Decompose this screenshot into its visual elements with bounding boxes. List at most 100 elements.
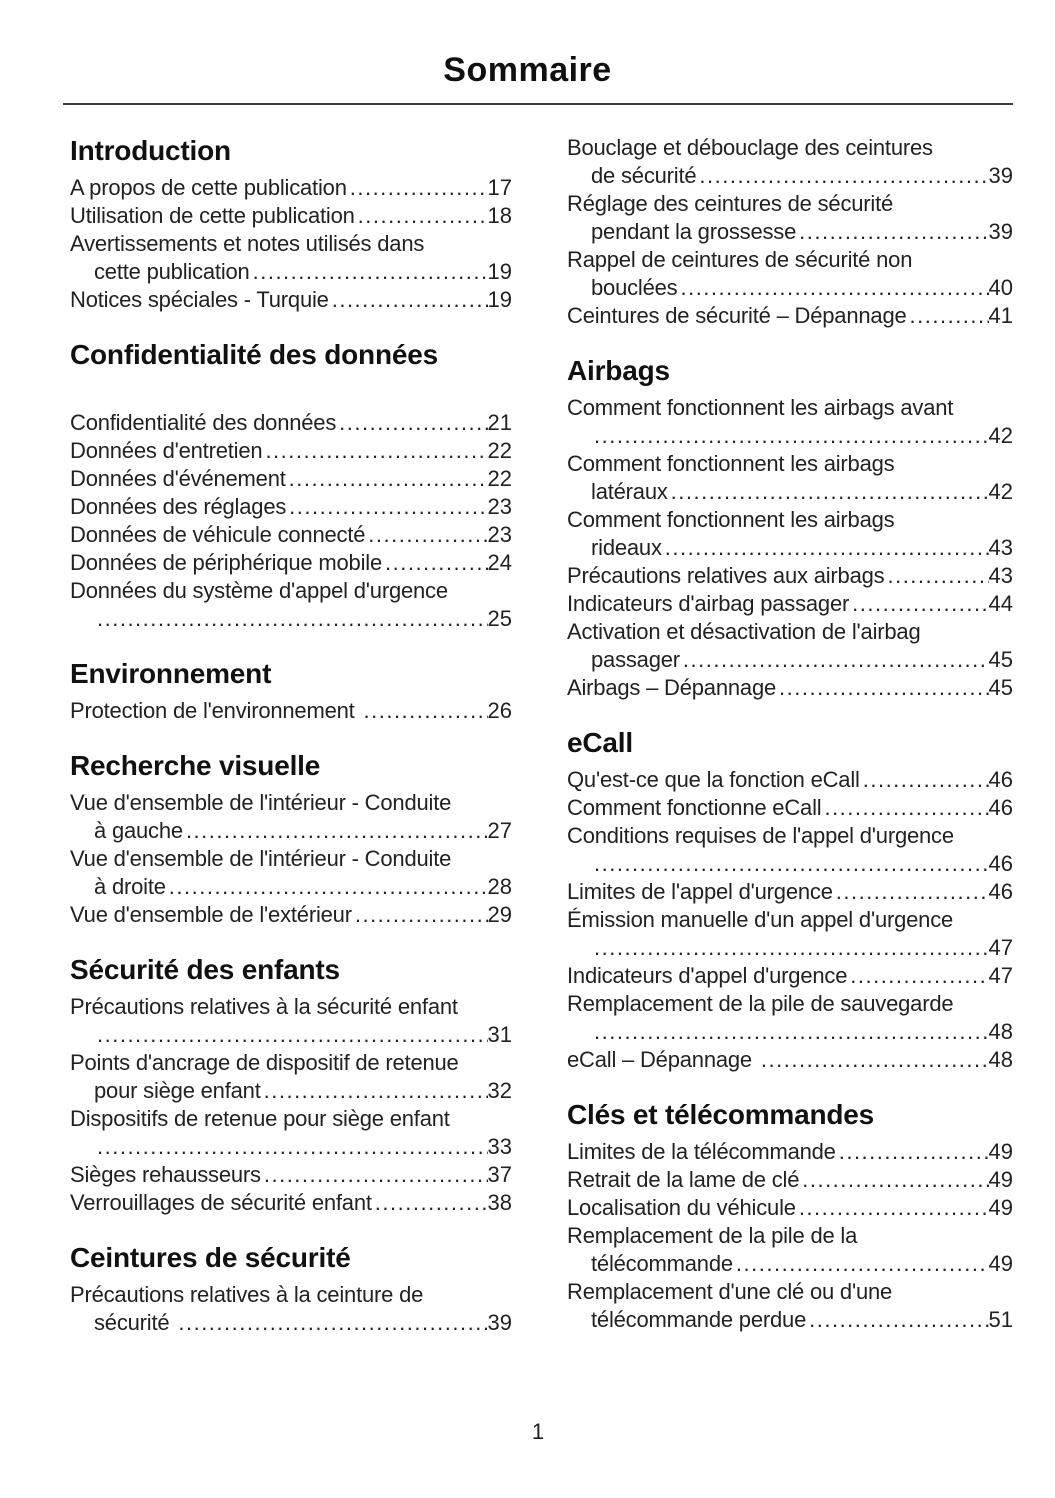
entry-page-number: 18 bbox=[487, 203, 512, 228]
toc-entry[interactable]: Données d'entretien 22 bbox=[70, 437, 512, 465]
entry-text: Verrouillages de sécurité enfant bbox=[70, 1190, 372, 1215]
entry-text: Réglage des ceintures de sécurité bbox=[567, 191, 894, 216]
entry-line: 42 bbox=[567, 422, 1013, 450]
entry-line: cette publication 19 bbox=[70, 258, 512, 286]
toc-entry[interactable]: Comment fonctionnent les airbags rideaux 4… bbox=[567, 506, 1013, 562]
entry-page-number: 33 bbox=[487, 1134, 512, 1159]
toc-entry[interactable]: Notices spéciales - Turquie 19 bbox=[70, 286, 512, 314]
toc-entry[interactable]: Activation et désactivation de l'airbag p… bbox=[567, 618, 1013, 674]
entry-text: Remplacement d'une clé ou d'une bbox=[567, 1279, 893, 1304]
entry-page-number: 29 bbox=[487, 902, 512, 927]
dot-leader bbox=[372, 1189, 488, 1217]
toc-entry[interactable]: Précautions relatives aux airbags 43 bbox=[567, 562, 1013, 590]
toc-entry[interactable]: Conditions requises de l'appel d'urgence… bbox=[567, 822, 1013, 878]
entry-page-number: 17 bbox=[487, 175, 512, 200]
entry-page-number: 47 bbox=[988, 935, 1013, 960]
toc-entry[interactable]: Avertissements et notes utilisés dans cet… bbox=[70, 230, 512, 286]
toc-section: Bouclage et débouclage des ceintures de s… bbox=[567, 134, 1013, 330]
entry-text: Données d'entretien bbox=[70, 438, 263, 463]
toc-entry[interactable]: Sièges rehausseurs 37 bbox=[70, 1161, 512, 1189]
entry-line: 25 bbox=[70, 605, 512, 633]
entry-page-number: 43 bbox=[988, 535, 1013, 560]
toc-column-right: Bouclage et débouclage des ceintures de s… bbox=[567, 134, 1013, 1337]
entry-page-number: 45 bbox=[988, 647, 1013, 672]
toc-entry[interactable]: Ceintures de sécurité – Dépannage 41 bbox=[567, 302, 1013, 330]
dot-leader bbox=[591, 422, 989, 450]
toc-entry[interactable]: Indicateurs d'airbag passager 44 bbox=[567, 590, 1013, 618]
toc-entry[interactable]: Données du système d'appel d'urgence 25 bbox=[70, 577, 512, 633]
toc-entry[interactable]: Limites de l'appel d'urgence 46 bbox=[567, 878, 1013, 906]
toc-entry[interactable]: Points d'ancrage de dispositif de retenu… bbox=[70, 1049, 512, 1105]
entry-line: latéraux 42 bbox=[567, 478, 1013, 506]
entry-text: à gauche bbox=[94, 818, 183, 843]
toc-entry[interactable]: Vue d'ensemble de l'extérieur 29 bbox=[70, 901, 512, 929]
entry-line: 48 bbox=[567, 1018, 1013, 1046]
toc-entry[interactable]: Protection de l'environnement 26 bbox=[70, 697, 512, 725]
toc-entry[interactable]: Réglage des ceintures de sécurité pendant… bbox=[567, 190, 1013, 246]
entry-text: Comment fonctionne eCall bbox=[567, 795, 822, 820]
dot-leader bbox=[591, 934, 989, 962]
dot-leader bbox=[352, 901, 488, 929]
toc-entry[interactable]: Comment fonctionnent les airbags avant 42 bbox=[567, 394, 1013, 450]
entry-text: Remplacement de la pile de sauvegarde bbox=[567, 991, 954, 1016]
toc-entry[interactable]: Données des réglages 23 bbox=[70, 493, 512, 521]
entry-page-number: 39 bbox=[487, 1310, 512, 1335]
dot-leader bbox=[836, 1138, 989, 1166]
toc-entry[interactable]: Remplacement de la pile de la télécommand… bbox=[567, 1222, 1013, 1278]
entry-page-number: 42 bbox=[988, 479, 1013, 504]
toc-entry[interactable]: A propos de cette publication 17 bbox=[70, 174, 512, 202]
toc-entry[interactable]: Émission manuelle d'un appel d'urgence 47 bbox=[567, 906, 1013, 962]
toc-entry[interactable]: Vue d'ensemble de l'intérieur - Conduite… bbox=[70, 789, 512, 845]
toc-entry[interactable]: Utilisation de cette publication 18 bbox=[70, 202, 512, 230]
entry-line: bouclées 40 bbox=[567, 274, 1013, 302]
dot-leader bbox=[286, 465, 488, 493]
entry-page-number: 41 bbox=[988, 303, 1013, 328]
toc-entry[interactable]: Remplacement d'une clé ou d'une télécomma… bbox=[567, 1278, 1013, 1334]
toc-entry[interactable]: eCall – Dépannage 48 bbox=[567, 1046, 1013, 1074]
toc-section: Clés et télécommandes Limites de la téléc… bbox=[567, 1098, 1013, 1334]
entry-text: Données de périphérique mobile bbox=[70, 550, 382, 575]
entry-text: Vue d'ensemble de l'extérieur bbox=[70, 902, 352, 927]
entry-line: à gauche 27 bbox=[70, 817, 512, 845]
toc-entry[interactable]: Données de véhicule connecté 23 bbox=[70, 521, 512, 549]
toc-entry[interactable]: Confidentialité des données 21 bbox=[70, 409, 512, 437]
entry-text: Ceintures de sécurité – Dépannage bbox=[567, 303, 907, 328]
toc-entry[interactable]: Airbags – Dépannage 45 bbox=[567, 674, 1013, 702]
toc-entry[interactable]: Dispositifs de retenue pour siège enfant… bbox=[70, 1105, 512, 1161]
dot-leader bbox=[776, 674, 988, 702]
entry-line: Données d'entretien 22 bbox=[70, 437, 512, 465]
entry-line: Utilisation de cette publication 18 bbox=[70, 202, 512, 230]
toc-entry[interactable]: Indicateurs d'appel d'urgence 47 bbox=[567, 962, 1013, 990]
toc-entry[interactable]: Qu'est-ce que la fonction eCall 46 bbox=[567, 766, 1013, 794]
toc-entry[interactable]: Vue d'ensemble de l'intérieur - Conduite… bbox=[70, 845, 512, 901]
toc-entry[interactable]: Comment fonctionne eCall 46 bbox=[567, 794, 1013, 822]
entry-page-number: 51 bbox=[988, 1307, 1013, 1332]
toc-entry[interactable]: Bouclage et débouclage des ceintures de s… bbox=[567, 134, 1013, 190]
toc-entry[interactable]: Remplacement de la pile de sauvegarde 48 bbox=[567, 990, 1013, 1046]
entry-line: Qu'est-ce que la fonction eCall 46 bbox=[567, 766, 1013, 794]
entry-line: Données des réglages 23 bbox=[70, 493, 512, 521]
entry-line: Limites de l'appel d'urgence 46 bbox=[567, 878, 1013, 906]
toc-entry[interactable]: Précautions relatives à la sécurité enfa… bbox=[70, 993, 512, 1049]
toc-entry[interactable]: Précautions relatives à la ceinture de sé… bbox=[70, 1281, 512, 1337]
entry-text: A propos de cette publication bbox=[70, 175, 347, 200]
toc-entry[interactable]: Limites de la télécommande 49 bbox=[567, 1138, 1013, 1166]
toc-entry[interactable]: Données d'événement 22 bbox=[70, 465, 512, 493]
toc-section: Sécurité des enfants Précautions relative… bbox=[70, 953, 512, 1217]
entry-page-number: 49 bbox=[988, 1251, 1013, 1276]
toc-entry[interactable]: Localisation du véhicule 49 bbox=[567, 1194, 1013, 1222]
toc-entry[interactable]: Comment fonctionnent les airbags latéraux… bbox=[567, 450, 1013, 506]
entry-page-number: 32 bbox=[487, 1078, 512, 1103]
entry-page-number: 24 bbox=[487, 550, 512, 575]
entry-text: passager bbox=[591, 647, 680, 672]
toc-entry[interactable]: Données de périphérique mobile 24 bbox=[70, 549, 512, 577]
toc-entry[interactable]: Verrouillages de sécurité enfant 38 bbox=[70, 1189, 512, 1217]
entry-text: Émission manuelle d'un appel d'urgence bbox=[567, 907, 954, 932]
entry-text: Comment fonctionnent les airbags bbox=[567, 507, 895, 532]
entry-line: Comment fonctionne eCall 46 bbox=[567, 794, 1013, 822]
section-heading: Confidentialité des données bbox=[70, 339, 438, 370]
entry-text: Confidentialité des données bbox=[70, 410, 337, 435]
toc-entry[interactable]: Retrait de la lame de clé 49 bbox=[567, 1166, 1013, 1194]
dot-leader bbox=[94, 1133, 488, 1161]
toc-entry[interactable]: Rappel de ceintures de sécurité non boucl… bbox=[567, 246, 1013, 302]
